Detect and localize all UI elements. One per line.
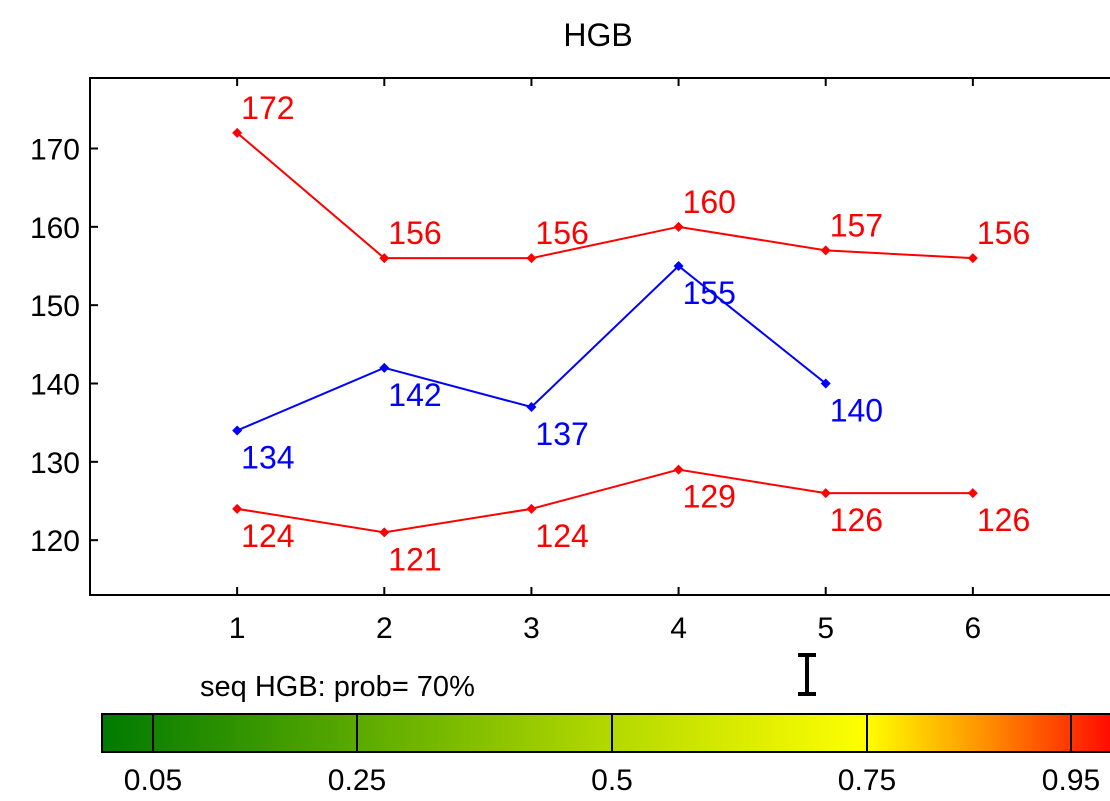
x-tick-label: 6 (965, 612, 982, 645)
series-line (236, 132, 973, 260)
y-tick-label: 170 (30, 134, 80, 167)
data-label: 157 (830, 207, 883, 243)
data-point (232, 127, 243, 138)
data-label: 126 (830, 502, 883, 538)
color-scale-label: 0.95 (1042, 764, 1100, 797)
color-scale-label: 0.5 (591, 764, 633, 797)
color-scale-label: 0.75 (838, 764, 896, 797)
data-label: 121 (388, 541, 441, 577)
data-point (820, 488, 831, 499)
probability-caption: seq HGB: prob= 70% (200, 671, 475, 703)
data-label: 172 (241, 90, 294, 126)
data-label: 126 (977, 502, 1030, 538)
data-point (673, 261, 684, 271)
series-2: 134 142 137 155 140 (232, 261, 883, 476)
data-point (379, 362, 390, 373)
data-point (379, 527, 390, 538)
data-point (820, 378, 831, 389)
data-label: 156 (388, 215, 441, 251)
y-tick-label: 120 (30, 525, 80, 558)
data-point (232, 503, 243, 514)
data-label: 137 (535, 416, 588, 452)
color-scale-label: 0.25 (328, 764, 386, 797)
data-label: 124 (535, 518, 588, 554)
data-point (967, 488, 978, 499)
chart-title: HGB (563, 17, 632, 53)
series-3: 124 121 124 129 126 126 (232, 464, 1030, 577)
x-tick-label: 3 (523, 612, 540, 645)
color-scale-bar: 0.05 0.25 0.5 0.75 0.95 (101, 713, 1110, 797)
y-tick-label: 150 (30, 290, 80, 323)
x-tick-label: 1 (229, 612, 246, 645)
x-tick-label: 2 (376, 612, 393, 645)
data-label: 142 (388, 377, 441, 413)
color-scale-gradient (101, 713, 1110, 753)
data-label: 156 (977, 215, 1030, 251)
y-tick-label: 160 (30, 212, 80, 245)
series-line (236, 468, 973, 534)
data-point (232, 425, 243, 436)
data-point (526, 503, 537, 514)
data-point (379, 253, 390, 264)
data-point (673, 464, 684, 475)
data-label: 160 (683, 184, 736, 220)
data-label: 156 (535, 215, 588, 251)
color-scale-label: 0.05 (124, 764, 182, 797)
x-tick-label: 4 (670, 612, 687, 645)
series-1: 172 156 156 160 157 156 (232, 90, 1030, 264)
y-tick-label: 140 (30, 369, 80, 402)
data-label: 140 (830, 393, 883, 429)
data-label: 155 (683, 275, 736, 311)
data-point (526, 402, 537, 412)
data-point (967, 253, 978, 264)
data-label: 124 (241, 518, 294, 554)
data-label: 129 (683, 479, 736, 515)
text-cursor-icon (798, 653, 816, 696)
data-point (673, 221, 684, 232)
plot-area (89, 77, 1110, 596)
x-axis: 1 2 3 4 5 6 (229, 78, 981, 645)
data-label: 134 (241, 440, 294, 476)
y-axis: 120 130 140 150 160 170 (30, 134, 98, 558)
data-point (820, 245, 831, 256)
x-tick-label: 5 (817, 612, 834, 645)
y-tick-label: 130 (30, 447, 80, 480)
data-point (526, 253, 537, 264)
